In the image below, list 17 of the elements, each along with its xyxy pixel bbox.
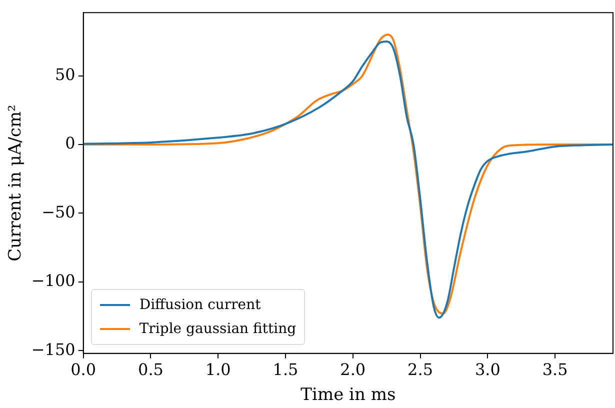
y-tick-label: 0	[65, 134, 76, 153]
x-tick-label: 3.5	[542, 360, 568, 380]
x-tick-label: 1.0	[205, 360, 231, 380]
y-tick-label: 50	[54, 64, 76, 84]
x-tick-label: 0.5	[138, 360, 164, 380]
x-tick-label: 1.5	[272, 360, 298, 380]
x-tick-label: 3.0	[474, 360, 500, 380]
x-tick-label: 0.0	[70, 360, 96, 380]
y-tick-label: −100	[31, 271, 76, 290]
y-tick-label: −50	[42, 202, 76, 222]
legend-label: Diffusion current	[139, 297, 261, 314]
y-tick-label: −150	[31, 340, 76, 359]
x-tick-label: 2.5	[408, 360, 433, 380]
y-axis-title: Current in μA/cm²	[6, 104, 26, 262]
x-tick-label: 2.0	[340, 360, 366, 380]
legend-label: Triple gaussian fitting	[139, 321, 296, 338]
x-axis-title: Time in ms	[300, 385, 396, 406]
